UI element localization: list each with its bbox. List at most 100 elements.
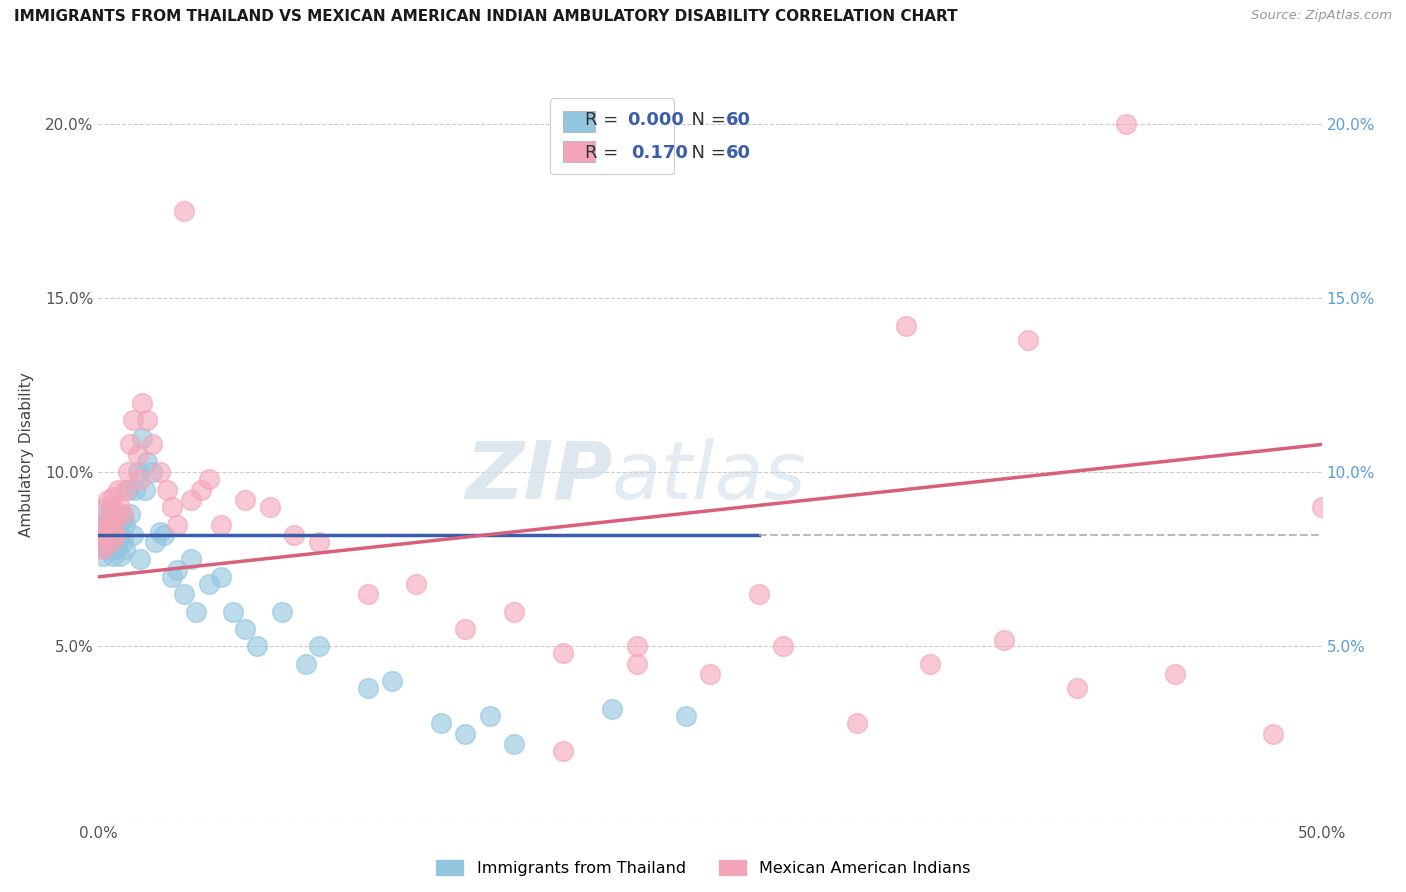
Point — [127, 448, 149, 462]
Point — [259, 500, 281, 515]
Point — [97, 493, 120, 508]
Point — [101, 535, 124, 549]
Point — [772, 640, 794, 654]
Point — [993, 632, 1015, 647]
Text: 60: 60 — [725, 111, 751, 128]
Point — [356, 587, 378, 601]
Point — [117, 466, 139, 480]
Text: R =: R = — [585, 144, 630, 162]
Point — [478, 709, 501, 723]
Text: ZIP: ZIP — [465, 438, 612, 516]
Point — [94, 507, 117, 521]
Point — [94, 500, 117, 515]
Point — [110, 500, 132, 515]
Point — [626, 640, 648, 654]
Point — [131, 395, 153, 409]
Point — [114, 517, 136, 532]
Point — [173, 587, 195, 601]
Point — [845, 716, 868, 731]
Point — [100, 524, 122, 539]
Y-axis label: Ambulatory Disability: Ambulatory Disability — [20, 373, 34, 537]
Point — [143, 535, 166, 549]
Point — [173, 204, 195, 219]
Point — [149, 466, 172, 480]
Point — [107, 517, 129, 532]
Point — [553, 744, 575, 758]
Point — [94, 532, 117, 546]
Point — [131, 430, 153, 444]
Legend: Immigrants from Thailand, Mexican American Indians: Immigrants from Thailand, Mexican Americ… — [427, 852, 979, 884]
Point — [1017, 333, 1039, 347]
Point — [91, 524, 114, 539]
Point — [90, 528, 112, 542]
Point — [90, 539, 112, 553]
Point — [104, 528, 127, 542]
Point — [104, 524, 127, 539]
Point — [101, 517, 124, 532]
Point — [134, 483, 156, 497]
Point — [209, 517, 232, 532]
Point — [90, 528, 112, 542]
Point — [454, 622, 477, 636]
Point — [110, 549, 132, 563]
Point — [121, 413, 143, 427]
Point — [1261, 726, 1284, 740]
Point — [180, 552, 202, 566]
Point — [127, 466, 149, 480]
Point — [101, 549, 124, 563]
Point — [149, 524, 172, 539]
Point — [233, 493, 256, 508]
Point — [190, 483, 212, 497]
Point — [136, 455, 159, 469]
Point — [381, 674, 404, 689]
Point — [503, 605, 526, 619]
Point — [104, 507, 127, 521]
Text: N =: N = — [681, 144, 733, 162]
Point — [153, 528, 176, 542]
Point — [129, 472, 152, 486]
Point — [100, 539, 122, 553]
Point — [114, 483, 136, 497]
Text: atlas: atlas — [612, 438, 807, 516]
Point — [97, 517, 120, 532]
Point — [1310, 500, 1333, 515]
Point — [91, 541, 114, 556]
Point — [233, 622, 256, 636]
Point — [100, 500, 122, 515]
Text: N =: N = — [681, 111, 733, 128]
Point — [136, 413, 159, 427]
Point — [1164, 667, 1187, 681]
Text: R =: R = — [585, 111, 624, 128]
Point — [94, 528, 117, 542]
Point — [503, 737, 526, 751]
Point — [97, 528, 120, 542]
Point — [114, 541, 136, 556]
Point — [1066, 681, 1088, 696]
Point — [626, 657, 648, 671]
Point — [454, 726, 477, 740]
Text: 0.000: 0.000 — [627, 111, 683, 128]
Point — [101, 490, 124, 504]
Point — [748, 587, 770, 601]
Point — [94, 541, 117, 556]
Point — [180, 493, 202, 508]
Point — [600, 702, 623, 716]
Point — [141, 437, 163, 451]
Point — [160, 570, 183, 584]
Point — [166, 563, 188, 577]
Point — [129, 552, 152, 566]
Point — [699, 667, 721, 681]
Point — [295, 657, 318, 671]
Point — [197, 576, 219, 591]
Point — [97, 514, 120, 528]
Text: 60: 60 — [725, 144, 751, 162]
Point — [197, 472, 219, 486]
Text: 0.170: 0.170 — [631, 144, 688, 162]
Point — [166, 517, 188, 532]
Point — [91, 549, 114, 563]
Point — [120, 437, 142, 451]
Point — [111, 510, 134, 524]
Point — [186, 605, 208, 619]
Point — [111, 535, 134, 549]
Point — [160, 500, 183, 515]
